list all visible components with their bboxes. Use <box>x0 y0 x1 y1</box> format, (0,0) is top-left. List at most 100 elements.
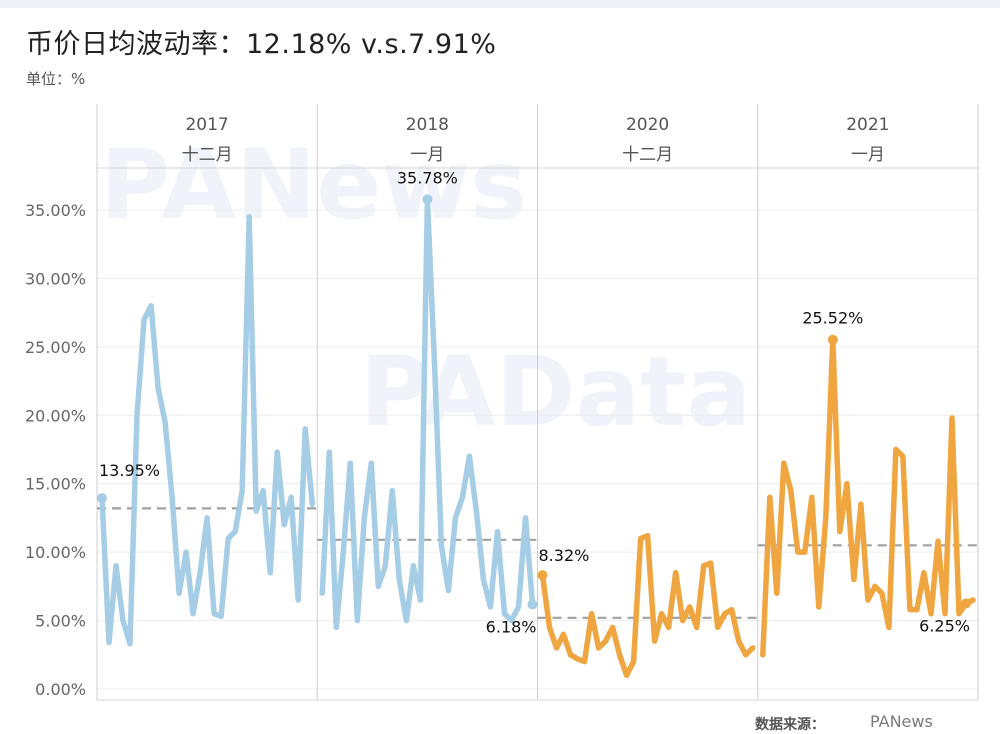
data-point <box>708 560 714 566</box>
data-point <box>760 652 766 658</box>
data-point <box>617 652 623 658</box>
data-point <box>309 501 315 507</box>
data-point <box>795 549 801 555</box>
data-point <box>480 577 486 582</box>
data-point <box>638 536 644 541</box>
data-point <box>176 590 182 596</box>
data-point <box>935 538 941 544</box>
data-label: 13.95% <box>99 461 160 480</box>
data-point <box>155 385 161 391</box>
data-point <box>921 570 927 576</box>
data-point <box>561 631 566 637</box>
y-tick-label: 15.00% <box>25 475 86 494</box>
data-point <box>288 494 294 500</box>
data-point <box>722 611 728 617</box>
data-point <box>120 618 126 624</box>
source-label: 数据来源： <box>755 717 825 733</box>
data-point <box>295 597 301 603</box>
data-point <box>225 536 231 541</box>
data-point <box>949 415 955 421</box>
data-point <box>666 624 672 630</box>
data-point <box>575 656 580 662</box>
y-tick-label: 25.00% <box>25 338 86 357</box>
data-point <box>389 488 395 494</box>
data-point <box>554 645 559 651</box>
chart-title: 币价日均波动率：12.18% v.s.7.91% <box>26 29 497 60</box>
data-point <box>701 563 707 569</box>
data-point <box>788 488 794 494</box>
data-point <box>204 515 210 521</box>
data-point <box>774 590 780 596</box>
data-point <box>267 570 273 576</box>
data-point <box>680 618 686 624</box>
watermark-text: PANews <box>100 129 527 241</box>
data-point <box>858 501 864 507</box>
y-tick-label: 5.00% <box>35 612 86 631</box>
data-point <box>928 611 934 617</box>
brand-label: PANews <box>870 712 933 731</box>
data-point <box>148 303 154 309</box>
data-point <box>431 358 437 363</box>
data-label: 25.52% <box>802 309 863 328</box>
y-tick-label: 20.00% <box>25 406 86 425</box>
data-point <box>837 529 843 535</box>
y-tick-label: 30.00% <box>25 269 86 288</box>
highlight-point <box>527 599 538 610</box>
data-point <box>127 641 133 647</box>
highlight-point <box>97 493 107 504</box>
data-point <box>246 214 252 220</box>
data-point <box>326 449 332 455</box>
data-point <box>736 638 742 644</box>
data-point <box>239 488 245 494</box>
data-point <box>218 614 224 619</box>
panel-month-label: 十二月 <box>182 145 233 165</box>
panel-year-label: 2017 <box>185 115 228 135</box>
panel-year-label: 2021 <box>846 115 889 135</box>
panel-month-label: 一月 <box>851 145 885 165</box>
data-point <box>211 611 217 617</box>
data-point <box>673 570 679 576</box>
data-point <box>942 611 948 617</box>
data-point <box>596 645 602 651</box>
data-point <box>743 652 749 658</box>
data-label: 6.18% <box>486 617 537 636</box>
highlight-point <box>422 194 433 205</box>
data-point <box>319 590 325 596</box>
data-point <box>190 611 196 617</box>
highlight-point <box>960 598 971 609</box>
top-band <box>0 0 1000 8</box>
data-point <box>970 597 976 603</box>
data-point <box>183 549 189 555</box>
data-point <box>750 645 756 651</box>
data-point <box>582 659 587 665</box>
data-point <box>603 638 609 644</box>
data-point <box>141 317 147 322</box>
data-point <box>403 618 409 624</box>
data-point <box>445 588 451 593</box>
highlight-point <box>537 570 548 581</box>
data-point <box>466 453 472 459</box>
data-point <box>631 659 637 665</box>
data-point <box>347 460 353 466</box>
data-point <box>487 604 493 610</box>
data-point <box>302 426 308 432</box>
data-point <box>106 640 112 645</box>
data-label: 8.32% <box>539 546 590 565</box>
data-point <box>781 460 787 466</box>
data-point <box>459 494 465 500</box>
data-point <box>516 604 521 610</box>
data-point <box>547 624 552 630</box>
series-line-2021 <box>760 336 976 658</box>
data-point <box>452 515 458 521</box>
data-point <box>589 611 595 617</box>
data-point <box>260 488 266 494</box>
data-point <box>652 638 658 644</box>
data-point <box>645 533 651 539</box>
data-point <box>375 583 381 589</box>
y-tick-label: 10.00% <box>25 543 86 562</box>
data-point <box>134 412 140 418</box>
data-point <box>169 494 175 500</box>
data-point <box>523 515 528 521</box>
unit-label: 单位：% <box>26 70 86 88</box>
